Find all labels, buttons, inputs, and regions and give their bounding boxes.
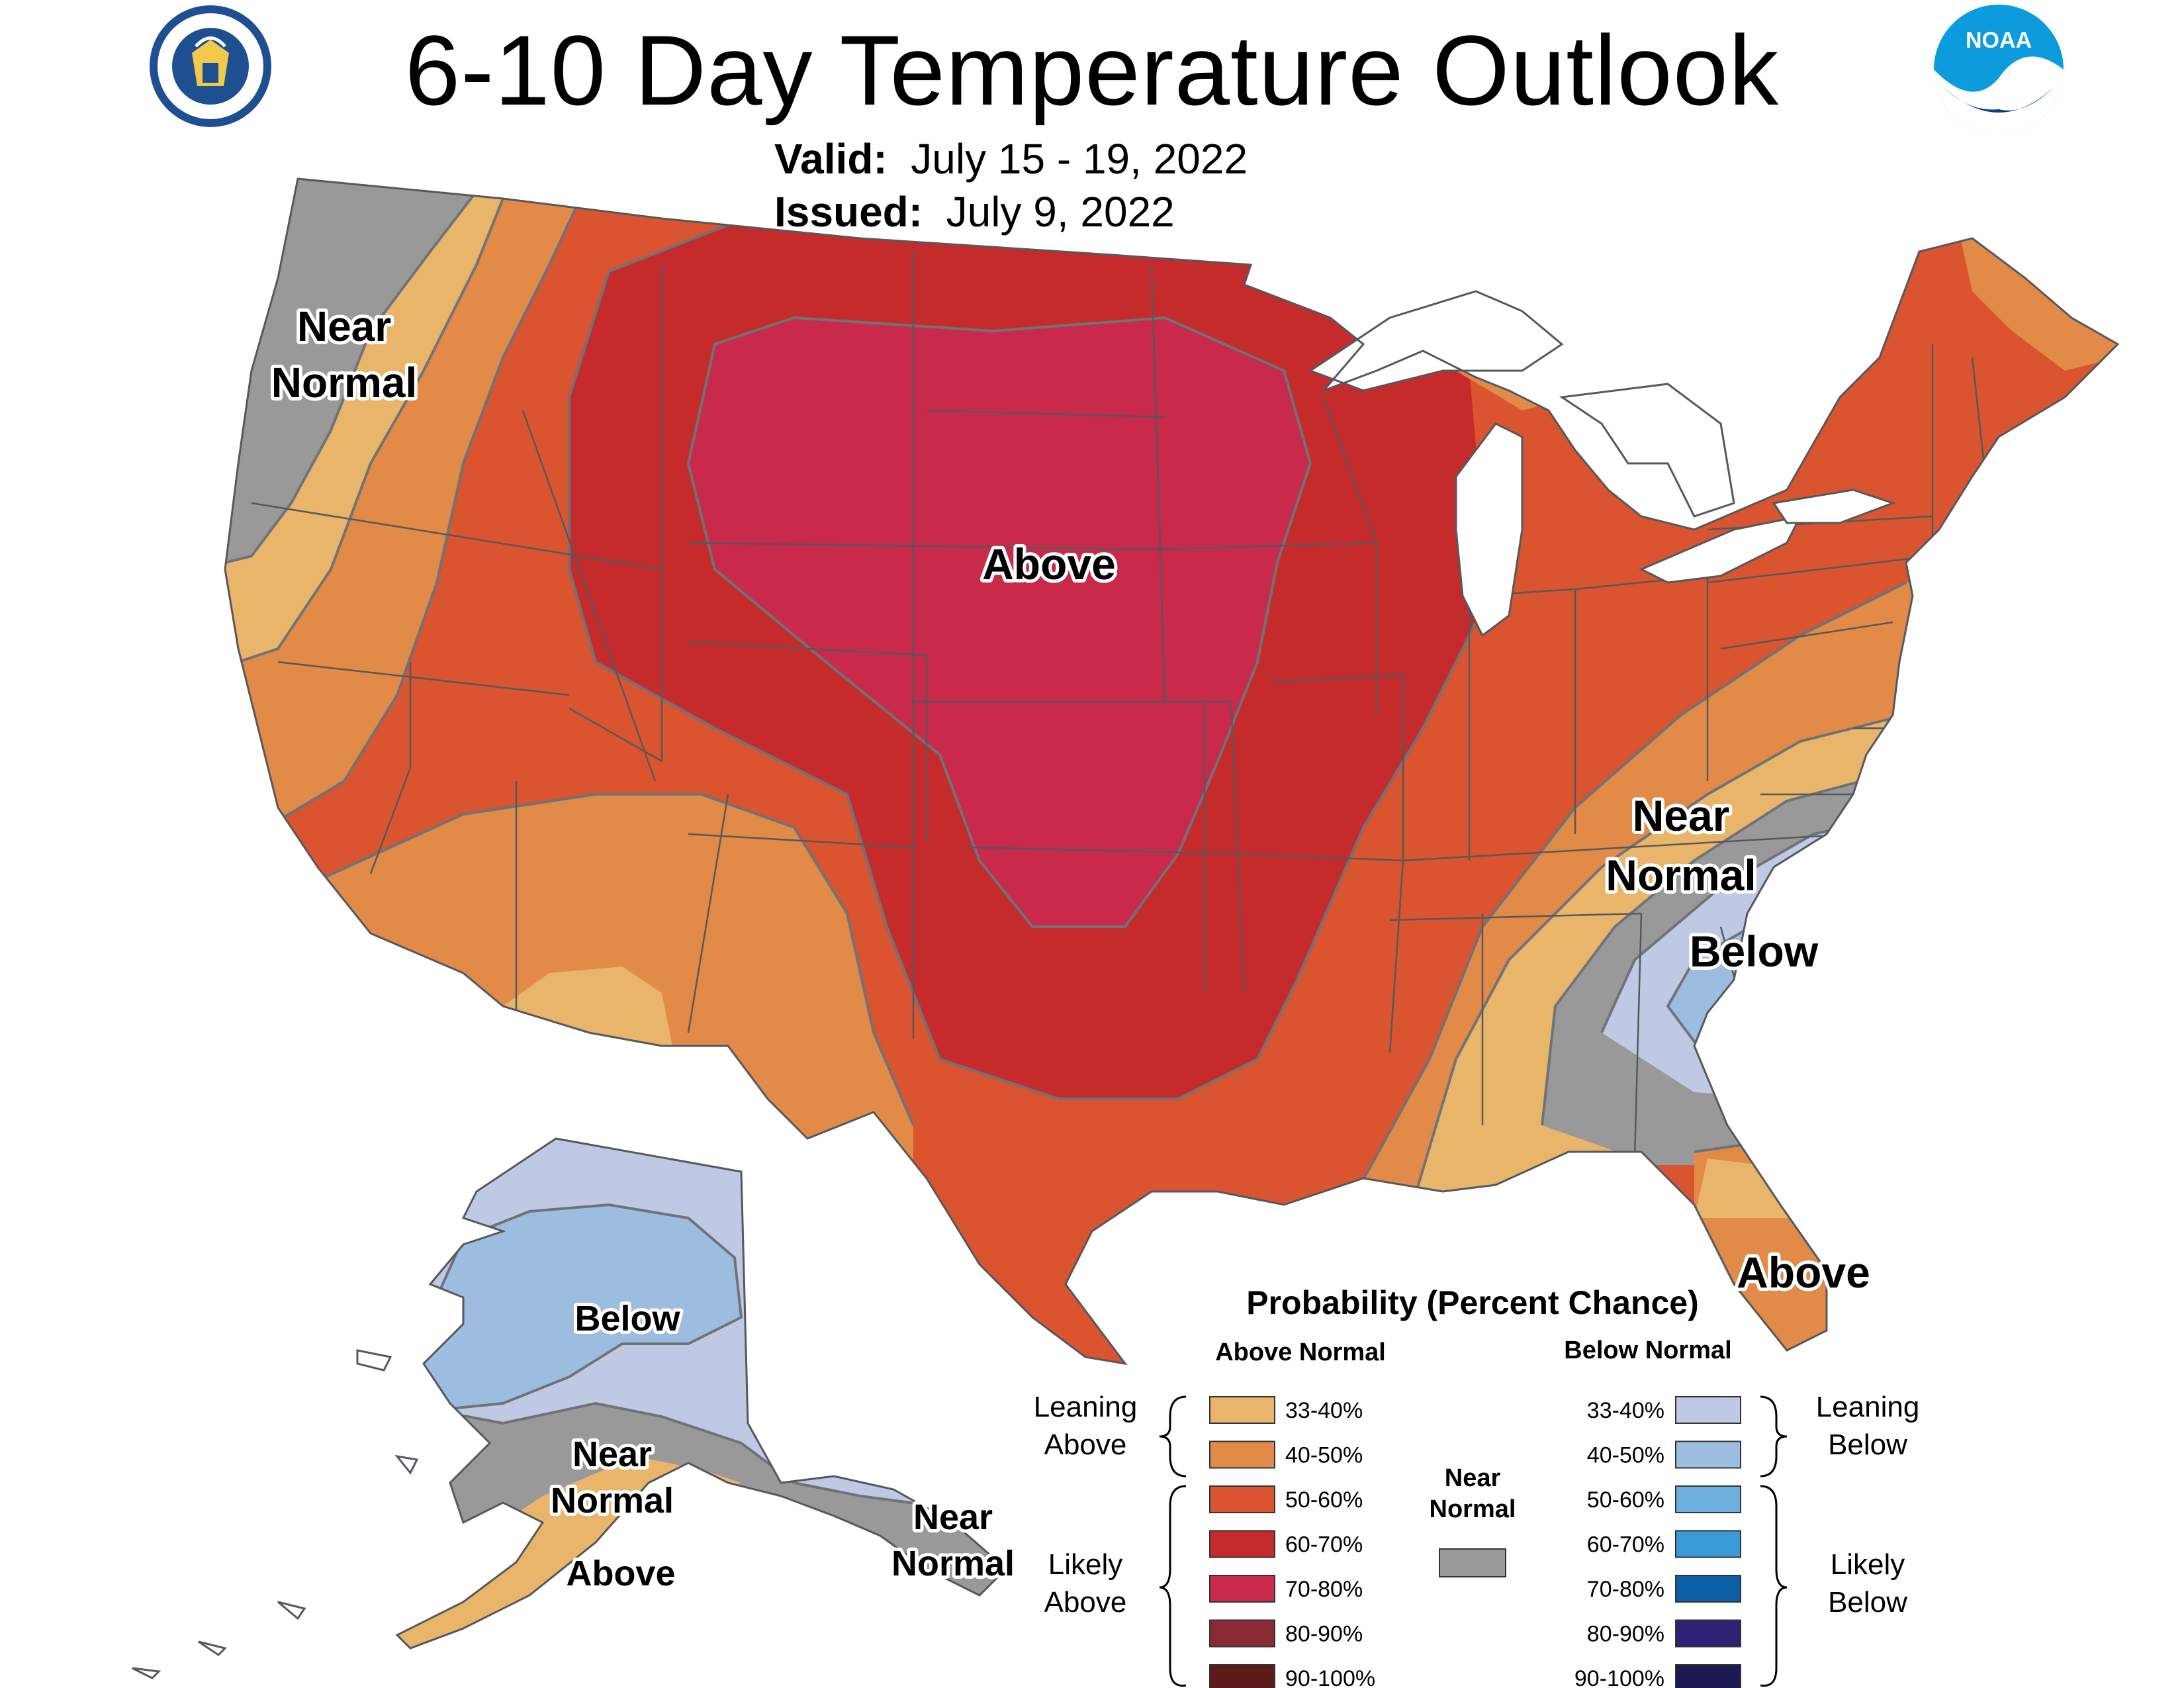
legend-above-label: 80-90% (1285, 1622, 1363, 1647)
label-ak-near-line2: Normal (551, 1481, 674, 1521)
legend-below-swatch (1675, 1575, 1741, 1603)
legend-below-label: 33-40% (1587, 1398, 1664, 1423)
legend-above-swatch (1209, 1396, 1275, 1424)
label-ak-above: Above (566, 1554, 675, 1593)
legend-above-swatches: 33-40% 40-50% 50-60% 60-70% 70-80% 80-90% 90-1… (1209, 1396, 1375, 1688)
label-se-near-line2: Normal (1606, 851, 1756, 900)
legend-above-label: 60-70% (1285, 1532, 1363, 1558)
issued-value: July 9, 2022 (946, 188, 1175, 236)
page-title: 6-10 Day Temperature Outlook (404, 15, 1780, 126)
legend-below-label: 90-100% (1574, 1666, 1664, 1688)
legend-above-header: Above Normal (1215, 1338, 1386, 1366)
legend-below-swatch (1675, 1485, 1741, 1513)
date-block: Valid: July 15 - 19, 2022 Issued: July 9… (774, 132, 1248, 238)
noaa-logo-icon: NOAA (1934, 5, 2064, 134)
legend-leaning-below-line2: Below (1828, 1429, 1907, 1461)
legend-below-swatch (1675, 1440, 1741, 1469)
label-se-near-line1: Near (1633, 791, 1730, 840)
legend-likely-below-line1: Likely (1831, 1548, 1905, 1581)
legend-near-header-line2: Normal (1430, 1495, 1516, 1523)
legend-leaning-below-line1: Leaning (1816, 1391, 1920, 1423)
legend-above-swatch (1209, 1440, 1275, 1469)
alaska-outline (395, 1137, 1008, 1650)
aleutian-islands (132, 1349, 419, 1679)
legend: Probability (Percent Chance) Above Norma… (1034, 1284, 1920, 1688)
valid-label: Valid: (774, 135, 887, 183)
legend-above-label: 70-80% (1285, 1577, 1363, 1602)
legend-above-swatch (1209, 1664, 1275, 1688)
legend-below-swatch (1675, 1396, 1741, 1424)
legend-below-swatch (1675, 1619, 1741, 1648)
legend-above-label: 90-100% (1285, 1666, 1375, 1688)
legend-likely-below-line2: Below (1828, 1586, 1907, 1618)
label-ak-below: Below (574, 1299, 680, 1338)
commerce-seal-icon (150, 5, 271, 127)
legend-above-swatch (1209, 1575, 1275, 1603)
valid-value: July 15 - 19, 2022 (911, 135, 1248, 183)
legend-above-swatch (1209, 1530, 1275, 1558)
legend-below-label: 70-80% (1587, 1577, 1664, 1602)
great-lakes (1308, 290, 1896, 637)
legend-above-label: 40-50% (1285, 1443, 1363, 1468)
label-ak-se-near-line2: Normal (891, 1544, 1015, 1583)
legend-below-swatch (1675, 1664, 1741, 1688)
legend-above-swatch (1209, 1619, 1275, 1648)
legend-likely-above-line2: Above (1044, 1586, 1127, 1618)
legend-below-swatches: 33-40% 40-50% 50-60% 60-70% 70-80% 80-90% 90-1… (1574, 1396, 1741, 1688)
legend-below-header: Below Normal (1564, 1336, 1731, 1364)
legend-below-label: 40-50% (1587, 1443, 1664, 1468)
legend-below-label: 80-90% (1587, 1622, 1664, 1647)
legend-near-header-line1: Near (1445, 1464, 1501, 1492)
valid-row: Valid: July 15 - 19, 2022 (774, 132, 1248, 185)
label-central-above: Above (982, 539, 1116, 588)
legend-braces (1159, 1395, 1788, 1687)
label-ak-se-near-line1: Near (913, 1497, 993, 1537)
legend-below-label: 60-70% (1587, 1532, 1664, 1558)
legend-above-swatch (1209, 1485, 1275, 1513)
noaa-logo-text: NOAA (1966, 28, 2032, 53)
label-nw-near-line2: Normal (271, 359, 418, 406)
legend-above-label: 50-60% (1285, 1487, 1363, 1513)
legend-above-label: 33-40% (1285, 1398, 1363, 1423)
legend-near-swatch (1439, 1548, 1506, 1577)
label-fl-above: Above (1737, 1248, 1870, 1297)
issued-row: Issued: July 9, 2022 (774, 185, 1248, 238)
legend-below-label: 50-60% (1587, 1487, 1664, 1513)
legend-below-swatch (1675, 1530, 1741, 1558)
label-ak-near-line1: Near (572, 1434, 652, 1474)
label-nw-near-line1: Near (297, 303, 391, 350)
label-se-below: Below (1690, 927, 1819, 976)
state-boundaries (251, 252, 1987, 1159)
legend-title: Probability (Percent Chance) (1246, 1284, 1699, 1321)
conus-outline (224, 177, 2120, 1366)
issued-label: Issued: (774, 188, 923, 236)
legend-leaning-above-line2: Above (1044, 1429, 1127, 1461)
legend-likely-above-line1: Likely (1048, 1548, 1123, 1581)
legend-leaning-above-line1: Leaning (1034, 1391, 1138, 1423)
